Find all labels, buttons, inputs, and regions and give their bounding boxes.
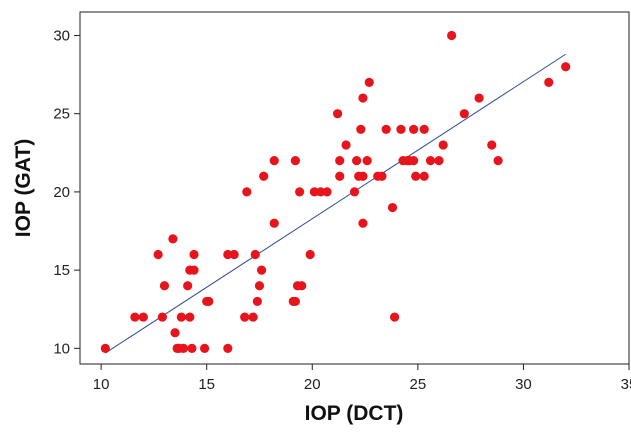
data-point	[419, 124, 429, 134]
data-point	[290, 296, 300, 307]
y-axis-title: IOP (GAT)	[12, 139, 35, 237]
data-point	[269, 156, 279, 166]
data-point	[254, 281, 265, 291]
data-point	[364, 77, 374, 87]
data-point	[396, 124, 406, 134]
data-point	[425, 156, 436, 166]
data-point	[130, 312, 140, 322]
data-point	[248, 312, 258, 322]
x-tick-label: 25	[410, 376, 427, 393]
data-point	[178, 343, 189, 353]
x-tick-label: 35	[621, 376, 631, 393]
data-point	[335, 171, 345, 181]
data-point	[290, 156, 300, 166]
x-tick-label: 15	[198, 376, 215, 393]
data-points	[100, 30, 571, 353]
regression-line	[105, 53, 566, 354]
data-point	[309, 187, 319, 197]
data-point	[409, 124, 419, 134]
data-point	[493, 156, 503, 166]
data-point	[377, 171, 387, 181]
data-point	[305, 249, 315, 260]
data-point	[256, 265, 267, 275]
data-point	[185, 312, 195, 322]
data-point	[447, 30, 457, 41]
data-point	[168, 234, 178, 244]
data-point	[157, 312, 167, 322]
data-point	[474, 93, 484, 103]
data-point	[333, 109, 343, 119]
data-point	[459, 109, 469, 119]
y-tick-label: 10	[53, 340, 70, 357]
data-point	[189, 249, 199, 260]
data-point	[358, 218, 368, 228]
data-point	[411, 171, 421, 181]
data-point	[170, 328, 180, 338]
y-axis-ticks: 10 15 20 25 30	[53, 27, 80, 357]
data-point	[199, 343, 210, 353]
data-point	[269, 218, 279, 228]
x-axis-title: IOP (DCT)	[305, 402, 404, 425]
data-point	[438, 140, 448, 150]
data-point	[223, 343, 233, 353]
data-point	[356, 124, 366, 134]
data-point	[544, 77, 554, 87]
y-tick-label: 25	[53, 106, 70, 123]
data-point	[295, 187, 305, 197]
x-tick-label: 10	[93, 376, 110, 393]
data-point	[138, 312, 148, 322]
data-point	[362, 156, 372, 166]
data-point	[297, 281, 307, 291]
data-point	[252, 296, 262, 307]
data-point	[352, 156, 362, 166]
data-point	[259, 171, 269, 181]
x-axis-ticks: 10 15 20 25 30 35	[93, 364, 631, 393]
x-tick-label: 20	[304, 376, 321, 393]
y-tick-label: 15	[53, 262, 70, 279]
data-point	[381, 124, 391, 134]
data-point	[100, 343, 110, 353]
data-point	[229, 249, 239, 260]
data-point	[487, 140, 497, 150]
data-point	[153, 249, 163, 260]
data-point	[240, 312, 250, 322]
data-point	[341, 140, 351, 150]
data-point	[358, 171, 368, 181]
x-tick-label: 30	[515, 376, 532, 393]
data-point	[242, 187, 252, 197]
data-point	[349, 187, 360, 197]
data-point	[390, 312, 400, 322]
plot-frame	[79, 11, 630, 365]
data-point	[358, 93, 368, 103]
data-point	[204, 296, 214, 307]
data-point	[419, 171, 429, 181]
data-point	[409, 156, 419, 166]
data-point	[189, 265, 199, 275]
data-point	[335, 156, 345, 166]
data-point	[183, 281, 193, 291]
data-point	[159, 281, 170, 291]
data-point	[322, 187, 332, 197]
data-point	[434, 156, 444, 166]
y-tick-label: 20	[53, 184, 70, 201]
data-point	[316, 187, 326, 197]
data-point	[187, 343, 197, 353]
data-point	[250, 249, 260, 260]
data-point	[223, 249, 233, 260]
data-point	[176, 312, 186, 322]
data-point	[387, 202, 398, 213]
data-point	[561, 62, 571, 72]
y-tick-label: 30	[53, 27, 70, 44]
